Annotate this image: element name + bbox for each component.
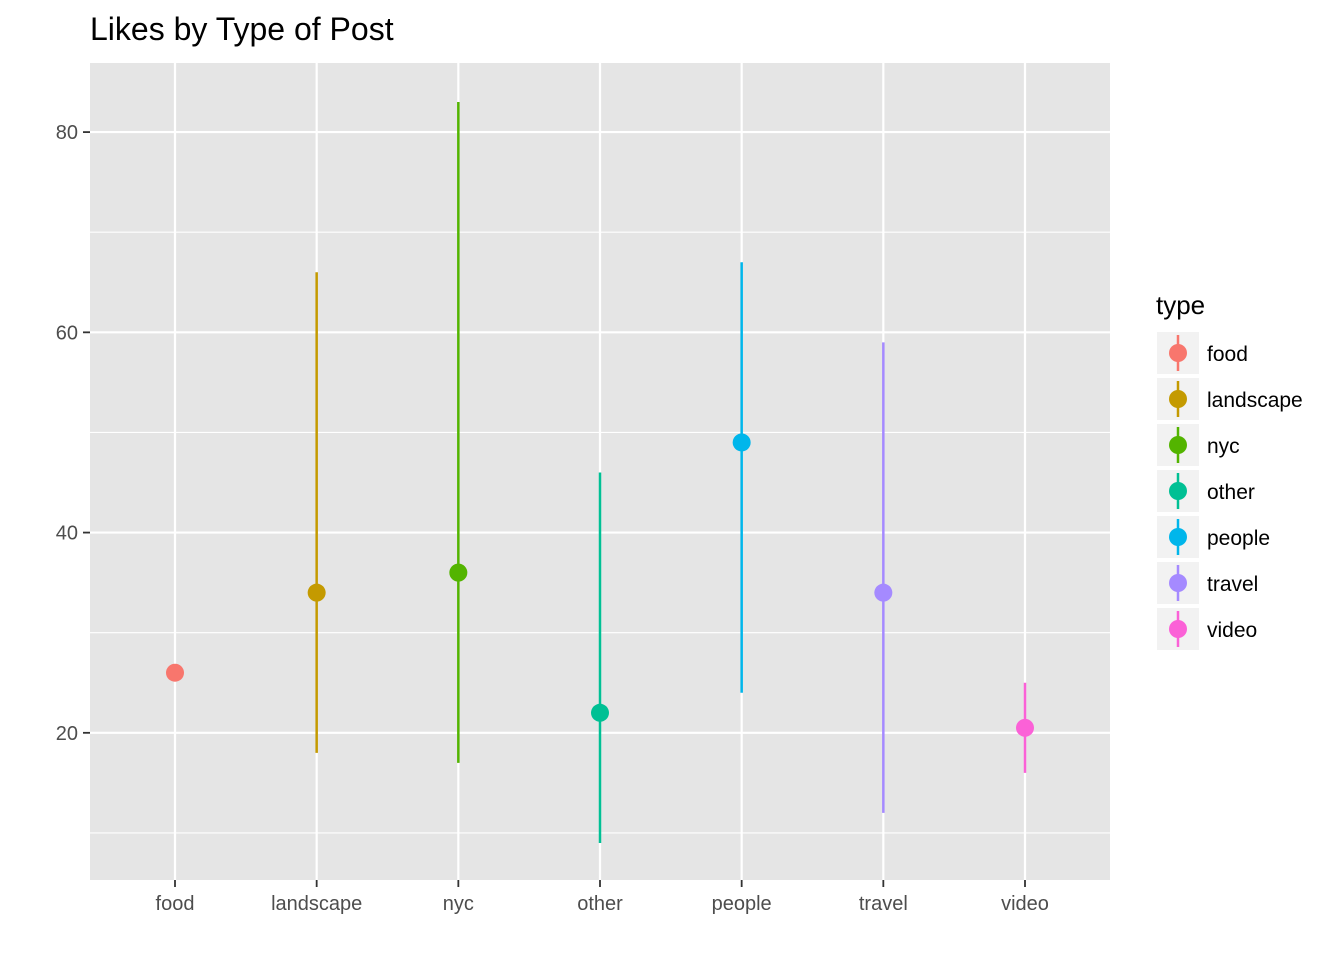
- y-axis: 20 40 60 80: [56, 122, 90, 745]
- legend-label-food: food: [1207, 343, 1248, 366]
- legend-key-point-travel: [1169, 574, 1187, 592]
- point-people: [732, 433, 751, 452]
- x-tick-label: other: [577, 893, 623, 915]
- data-marks: [166, 102, 1034, 843]
- legend-label-video: video: [1207, 619, 1257, 642]
- legend: type food landscape nyc other people travel vi…: [1156, 290, 1303, 650]
- y-tick-label: 20: [56, 723, 78, 745]
- legend-key-point-landscape: [1169, 390, 1187, 408]
- legend-label-other: other: [1207, 481, 1255, 504]
- point-other: [591, 703, 609, 722]
- y-tick-label: 60: [56, 322, 78, 344]
- x-axis: food landscape nyc other people travel video: [156, 880, 1049, 915]
- y-tick-label: 80: [56, 122, 78, 144]
- x-tick-label: people: [712, 893, 772, 915]
- point-food: [166, 663, 184, 682]
- x-tick-label: landscape: [271, 893, 362, 915]
- chart-title: Likes by Type of Post: [90, 11, 394, 47]
- legend-title: type: [1156, 290, 1205, 320]
- legend-key-point-people: [1169, 528, 1187, 546]
- point-video: [1016, 718, 1034, 737]
- legend-key-point-video: [1169, 620, 1187, 638]
- legend-label-landscape: landscape: [1207, 389, 1303, 412]
- x-tick-label: travel: [859, 893, 908, 915]
- x-tick-label: food: [156, 893, 195, 915]
- x-tick-label: video: [1001, 893, 1049, 915]
- y-tick-label: 40: [56, 523, 78, 545]
- legend-key-point-food: [1169, 344, 1187, 362]
- point-nyc: [449, 563, 468, 582]
- legend-key-point-nyc: [1169, 436, 1187, 454]
- legend-label-travel: travel: [1207, 573, 1258, 596]
- x-tick-label: nyc: [443, 893, 474, 915]
- point-landscape: [307, 583, 326, 602]
- legend-label-people: people: [1207, 527, 1270, 550]
- point-travel: [874, 583, 893, 602]
- legend-label-nyc: nyc: [1207, 435, 1240, 458]
- legend-key-point-other: [1169, 482, 1187, 500]
